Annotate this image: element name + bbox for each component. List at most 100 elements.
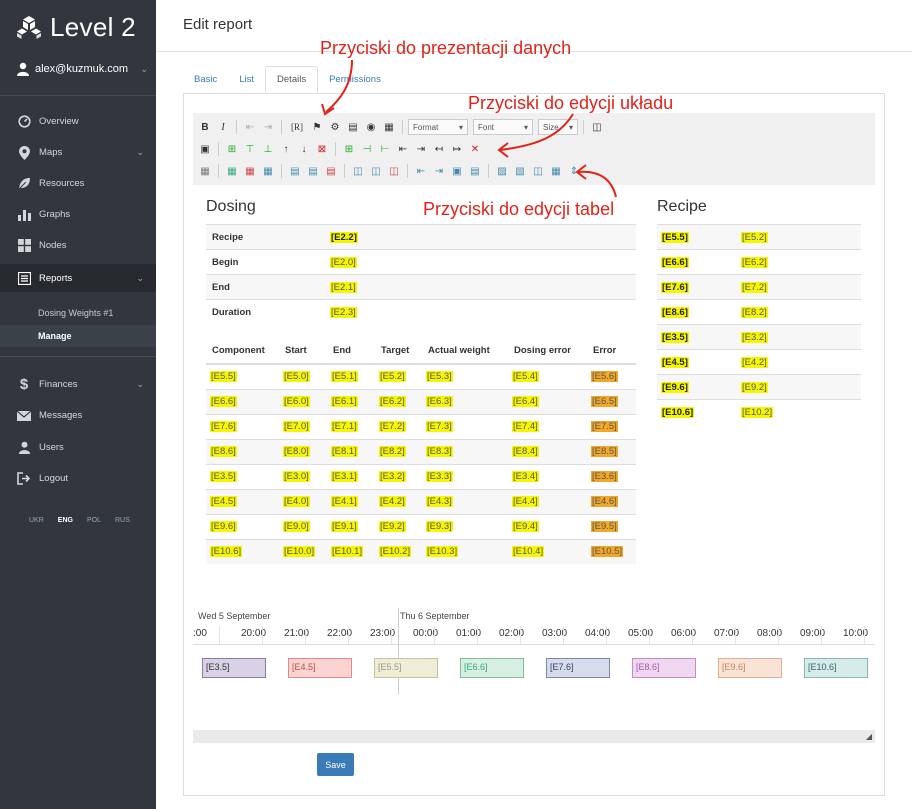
value-cell[interactable]: [E5.4] — [508, 363, 587, 389]
value-cell[interactable]: [E6.2] — [375, 388, 422, 414]
value-cell[interactable]: [E10.1] — [327, 538, 375, 564]
split-cell-icon[interactable]: ◫ — [533, 165, 543, 177]
insert-column-right-icon[interactable]: ⊢ — [380, 143, 390, 155]
merge-cells-icon[interactable]: ▦ — [551, 165, 561, 177]
recipe-component-cell[interactable]: [E9.6] — [657, 374, 737, 400]
lang-eng[interactable]: ENG — [57, 517, 73, 524]
map-marker-icon[interactable]: ◉ — [366, 121, 376, 133]
recipe-component-cell[interactable]: [E5.5] — [657, 224, 737, 250]
merge-left-icon[interactable]: ▨ — [497, 165, 507, 177]
recipe-target-cell[interactable]: [E8.2] — [737, 299, 861, 325]
insert-row-below-icon[interactable]: ⊥ — [263, 143, 273, 155]
value-cell[interactable]: [E8.2] — [375, 438, 422, 464]
value-cell[interactable]: [E4.2] — [375, 488, 422, 514]
tab-details[interactable]: Details — [265, 66, 319, 93]
template-icon[interactable]: ▣ — [200, 143, 210, 155]
component-cell[interactable]: [E5.5] — [206, 363, 279, 389]
nav-logout[interactable]: Logout — [0, 463, 156, 494]
app-logo[interactable]: Level 2 — [16, 10, 136, 44]
value-cell[interactable]: [E7.4] — [508, 413, 587, 439]
value-cell[interactable]: [E8.4] — [508, 438, 587, 464]
table-add-row-icon[interactable]: ▦ — [227, 165, 237, 177]
value-cell[interactable]: [E6.5] — [587, 388, 636, 414]
table-delete-row-icon[interactable]: ▦ — [245, 165, 255, 177]
font-select[interactable]: Font ▾ — [473, 119, 533, 135]
value-cell[interactable]: [E7.1] — [327, 413, 375, 439]
tab-permissions[interactable]: Permissions — [329, 74, 381, 85]
component-cell[interactable]: [E4.5] — [206, 488, 279, 514]
table-icon[interactable]: ▦ — [384, 121, 394, 133]
nav-sub-dosing-weights[interactable]: Dosing Weights #1 — [0, 302, 156, 324]
merge-right-icon[interactable]: ▧ — [515, 165, 525, 177]
recipe-target-cell[interactable]: [E4.2] — [737, 349, 861, 375]
source-icon[interactable]: ◫ — [592, 121, 602, 133]
value-cell[interactable]: [E3.3] — [422, 463, 508, 489]
lang-ukr[interactable]: UKR — [29, 517, 44, 524]
gauge-icon[interactable]: ⚙ — [330, 121, 340, 133]
value-cell[interactable]: [E3.1] — [327, 463, 375, 489]
recipe-target-cell[interactable]: [E3.2] — [737, 324, 861, 350]
timeline-event-bar[interactable]: [E9.6] — [718, 658, 782, 678]
value-cell[interactable]: [E9.5] — [587, 513, 636, 539]
nav-sub-manage[interactable]: Manage — [0, 325, 156, 347]
dosing-value[interactable]: [E2.3] — [324, 299, 636, 325]
col-after-icon[interactable]: ◫ — [371, 165, 381, 177]
recipe-component-cell[interactable]: [E7.6] — [657, 274, 737, 300]
cell-format-icon[interactable]: ▤ — [470, 165, 480, 177]
value-cell[interactable]: [E4.1] — [327, 488, 375, 514]
nav-graphs[interactable]: Graphs — [0, 199, 156, 230]
insert-column-left-icon[interactable]: ⊣ — [362, 143, 372, 155]
value-cell[interactable]: [E4.0] — [279, 488, 327, 514]
tab-basic[interactable]: Basic — [194, 74, 218, 85]
resize-handle-icon[interactable]: ◢ — [865, 732, 872, 741]
nav-messages[interactable]: Messages — [0, 400, 156, 431]
value-cell[interactable]: [E5.6] — [587, 363, 636, 389]
nav-finances[interactable]: $ Finances ⌄ — [0, 369, 156, 400]
value-cell[interactable]: [E3.4] — [508, 463, 587, 489]
col-before-icon[interactable]: ◫ — [353, 165, 363, 177]
value-cell[interactable]: [E10.3] — [422, 538, 508, 564]
delete-row-icon[interactable]: ⊠ — [317, 143, 327, 155]
recipe-target-cell[interactable]: [E5.2] — [737, 224, 861, 250]
timeline-event-bar[interactable]: [E4.5] — [288, 658, 352, 678]
value-cell[interactable]: [E7.3] — [422, 413, 508, 439]
tab-list[interactable]: List — [239, 74, 255, 85]
value-cell[interactable]: [E9.2] — [375, 513, 422, 539]
add-column-icon[interactable]: ⊞ — [344, 143, 354, 155]
flag-icon[interactable]: ⚑ — [312, 121, 322, 133]
cell-right-icon[interactable]: ⇥ — [434, 165, 444, 177]
nav-reports[interactable]: Reports ⌄ — [0, 264, 156, 292]
move-right-icon[interactable]: ⇥ — [416, 143, 426, 155]
component-cell[interactable]: [E8.6] — [206, 438, 279, 464]
bar-chart-icon[interactable]: ▤ — [348, 121, 358, 133]
value-cell[interactable]: [E4.4] — [508, 488, 587, 514]
value-cell[interactable]: [E8.3] — [422, 438, 508, 464]
indent-icon[interactable]: ⇥ — [263, 121, 273, 133]
value-cell[interactable]: [E4.6] — [587, 488, 636, 514]
value-cell[interactable]: [E8.5] — [587, 438, 636, 464]
move-down-icon[interactable]: ↓ — [301, 143, 307, 155]
value-cell[interactable]: [E7.2] — [375, 413, 422, 439]
nav-maps[interactable]: Maps ⌄ — [0, 137, 156, 168]
move-up-icon[interactable]: ↑ — [283, 143, 289, 155]
delete-column-icon[interactable]: ✕ — [470, 143, 480, 155]
dosing-value[interactable]: [E2.1] — [324, 274, 636, 300]
value-cell[interactable]: [E7.5] — [587, 413, 636, 439]
value-cell[interactable]: [E8.0] — [279, 438, 327, 464]
recipe-component-cell[interactable]: [E8.6] — [657, 299, 737, 325]
value-cell[interactable]: [E3.6] — [587, 463, 636, 489]
shift-left-icon[interactable]: ↤ — [434, 143, 444, 155]
recipe-component-cell[interactable]: [E10.6] — [657, 399, 737, 425]
move-left-icon[interactable]: ⇤ — [398, 143, 408, 155]
value-cell[interactable]: [E8.1] — [327, 438, 375, 464]
value-cell[interactable]: [E5.1] — [327, 363, 375, 389]
lang-rus[interactable]: RUS — [114, 517, 130, 524]
bold-button[interactable]: B — [201, 121, 209, 133]
recipe-target-cell[interactable]: [E6.2] — [737, 249, 861, 275]
dosing-value[interactable]: [E2.0] — [324, 249, 636, 275]
nav-users[interactable]: Users — [0, 432, 156, 463]
component-cell[interactable]: [E7.6] — [206, 413, 279, 439]
save-button[interactable]: Save — [317, 753, 354, 776]
value-cell[interactable]: [E7.0] — [279, 413, 327, 439]
value-cell[interactable]: [E9.0] — [279, 513, 327, 539]
